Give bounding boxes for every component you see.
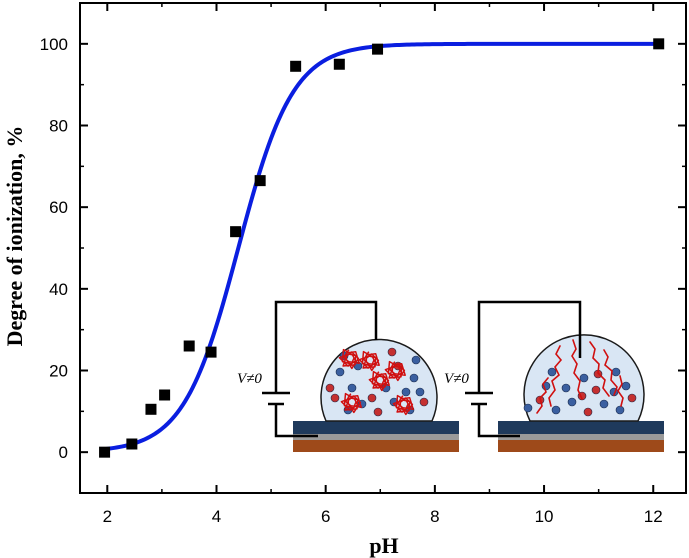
y-axis-title: Degree of ionization, % bbox=[2, 126, 27, 347]
ion bbox=[583, 407, 593, 417]
coiled-chain bbox=[392, 394, 414, 416]
wire-circuit-right bbox=[465, 300, 582, 438]
ion bbox=[401, 387, 411, 397]
x-tick-label: 4 bbox=[212, 507, 221, 526]
data-point bbox=[145, 403, 157, 415]
ion bbox=[621, 381, 631, 391]
y-tick-label: 0 bbox=[59, 443, 68, 462]
coiled-chain bbox=[368, 370, 390, 392]
ion bbox=[627, 393, 637, 403]
ion bbox=[615, 405, 625, 415]
axes: 2 4 6 8 10 12 0 20 40 60 80 100 bbox=[40, 3, 686, 526]
coiled-chain bbox=[338, 348, 360, 370]
electrode-stack-right bbox=[498, 421, 664, 452]
y-tick-label: 60 bbox=[49, 198, 68, 217]
y-tick-label: 40 bbox=[49, 280, 68, 299]
y-tick-label: 20 bbox=[49, 362, 68, 381]
voltage-label-left: V≠0 bbox=[237, 371, 262, 387]
wire-circuit-left bbox=[262, 300, 378, 438]
coiled-chain bbox=[340, 392, 362, 414]
data-point bbox=[159, 389, 171, 401]
data-point bbox=[126, 438, 138, 450]
ion bbox=[367, 393, 377, 403]
x-tick-label: 6 bbox=[321, 507, 330, 526]
voltage-label-right: V≠0 bbox=[444, 371, 469, 387]
ion bbox=[415, 387, 425, 397]
ion bbox=[547, 367, 557, 377]
ion bbox=[599, 399, 609, 409]
data-point bbox=[205, 346, 217, 358]
x-tick-label: 12 bbox=[644, 507, 663, 526]
inset-left: V≠0 bbox=[237, 300, 459, 452]
data-point bbox=[99, 446, 111, 458]
x-tick-label: 10 bbox=[535, 507, 554, 526]
x-axis-title: pH bbox=[369, 533, 398, 558]
coiled-chain bbox=[384, 360, 406, 382]
ion bbox=[419, 397, 429, 407]
coiled-chains bbox=[338, 348, 414, 416]
electrode-stack-left bbox=[293, 421, 459, 452]
ion bbox=[567, 397, 577, 407]
ion bbox=[591, 385, 601, 395]
ion bbox=[409, 373, 419, 383]
ion bbox=[411, 355, 421, 365]
ion bbox=[325, 383, 335, 393]
ion bbox=[551, 405, 561, 415]
data-point bbox=[254, 175, 266, 187]
ion bbox=[335, 367, 345, 377]
ion bbox=[387, 347, 397, 357]
data-point bbox=[290, 60, 302, 72]
ion bbox=[373, 407, 383, 417]
points-layer bbox=[99, 38, 665, 458]
data-point bbox=[653, 38, 665, 50]
data-point bbox=[333, 58, 345, 70]
data-point bbox=[372, 43, 384, 55]
x-tick-label: 8 bbox=[430, 507, 439, 526]
coiled-chain bbox=[358, 350, 380, 372]
ion bbox=[579, 373, 589, 383]
y-tick-label: 100 bbox=[40, 35, 68, 54]
ion bbox=[523, 403, 533, 413]
data-point bbox=[183, 340, 195, 352]
data-point bbox=[230, 226, 242, 238]
ion bbox=[347, 383, 357, 393]
ion bbox=[330, 393, 340, 403]
inset-right: V≠0 bbox=[444, 300, 664, 452]
extended-chains bbox=[536, 339, 624, 414]
ion bbox=[561, 383, 571, 393]
ion bbox=[611, 367, 621, 377]
x-tick-label: 2 bbox=[103, 507, 112, 526]
y-tick-label: 80 bbox=[49, 117, 68, 136]
